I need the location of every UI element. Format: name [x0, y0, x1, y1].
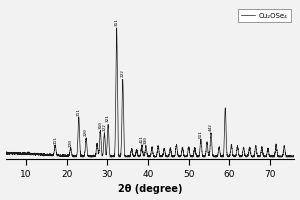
Cu₂OSe₄ — [4, 152, 8, 155]
Cu₂OSe₄ — [65, 156, 69, 158]
Cu₂OSe₄ — [242, 147, 245, 150]
Line: Cu₂OSe₄: Cu₂OSe₄ — [6, 28, 294, 157]
Text: 330: 330 — [144, 136, 148, 144]
Cu₂OSe₄ — [177, 155, 181, 157]
Text: 310: 310 — [98, 121, 102, 129]
Cu₂OSe₄ — [192, 153, 195, 155]
Cu₂OSe₄ — [114, 68, 118, 70]
Text: 222: 222 — [102, 123, 106, 131]
Cu₂OSe₄ — [56, 155, 60, 157]
Text: 442: 442 — [209, 123, 213, 131]
Cu₂OSe₄ — [219, 155, 223, 157]
Text: 411: 411 — [140, 135, 144, 143]
Text: 211: 211 — [77, 108, 81, 116]
Text: 311: 311 — [115, 18, 119, 26]
Text: 220: 220 — [69, 139, 73, 147]
Text: 111: 111 — [53, 136, 57, 144]
X-axis label: 2θ (degree): 2θ (degree) — [118, 184, 182, 194]
Cu₂OSe₄ — [115, 27, 119, 29]
Legend: Cu₂OSe₄: Cu₂OSe₄ — [238, 9, 291, 22]
Text: 511: 511 — [199, 130, 203, 138]
Text: 222: 222 — [121, 70, 125, 77]
Cu₂OSe₄ — [292, 156, 296, 158]
Text: 220: 220 — [84, 129, 88, 136]
Text: 321: 321 — [106, 114, 110, 122]
